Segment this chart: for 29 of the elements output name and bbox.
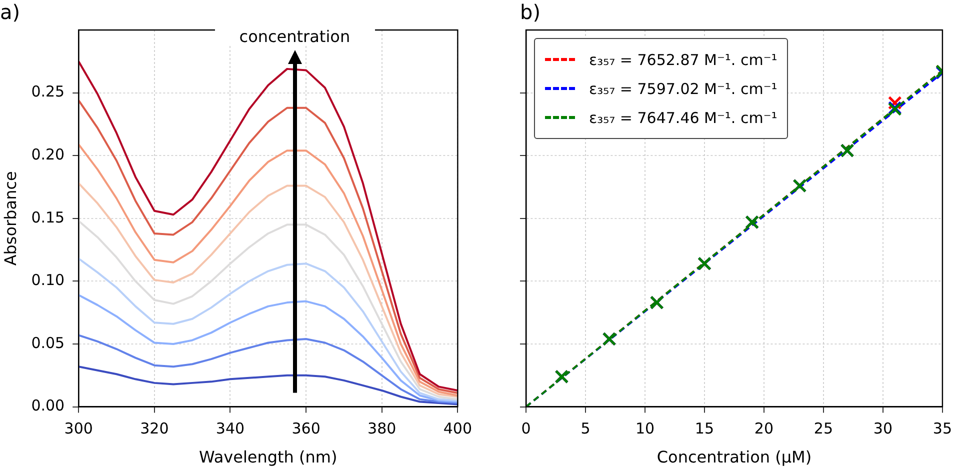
x-tick-label: 360 xyxy=(292,420,320,438)
x-axis-title: Concentration (μM) xyxy=(656,448,812,467)
x-tick-label: 300 xyxy=(64,420,93,438)
x-axis-title: Wavelength (nm) xyxy=(199,448,338,467)
x-tick-label: 340 xyxy=(216,420,245,438)
x-tick-label: 35 xyxy=(932,420,952,438)
x-tick-label: 400 xyxy=(443,420,472,438)
y-axis-title: Absorbance xyxy=(0,171,20,266)
x-tick-label: 30 xyxy=(873,420,893,438)
x-tick-label: 0 xyxy=(521,420,531,438)
y-tick-label: 0.20 xyxy=(31,145,65,164)
x-tick-label: 380 xyxy=(368,420,396,438)
annotation: concentration xyxy=(214,27,375,46)
legend-label: ε₃₅₇ = 7652.87 M⁻¹. cm⁻¹ xyxy=(589,50,778,68)
y-tick-label: 0.00 xyxy=(31,396,65,415)
legend-label: ε₃₅₇ = 7597.02 M⁻¹. cm⁻¹ xyxy=(589,80,778,98)
y-tick-label: 0.15 xyxy=(31,208,65,226)
x-tick-label: 10 xyxy=(635,420,655,438)
x-tick-label: 320 xyxy=(140,420,169,438)
x-tick-label: 5 xyxy=(580,420,590,438)
y-tick-label: 0.10 xyxy=(31,271,65,290)
y-tick-label: 0.25 xyxy=(31,82,65,101)
x-tick-label: 15 xyxy=(694,420,714,438)
y-tick-label: 0.05 xyxy=(31,334,65,352)
chart-title: a) xyxy=(0,0,20,24)
x-tick-label: 25 xyxy=(814,420,834,438)
chart-title: b) xyxy=(520,0,540,24)
legend-label: ε₃₅₇ = 7647.46 M⁻¹. cm⁻¹ xyxy=(589,108,778,126)
x-tick-label: 20 xyxy=(754,420,774,438)
